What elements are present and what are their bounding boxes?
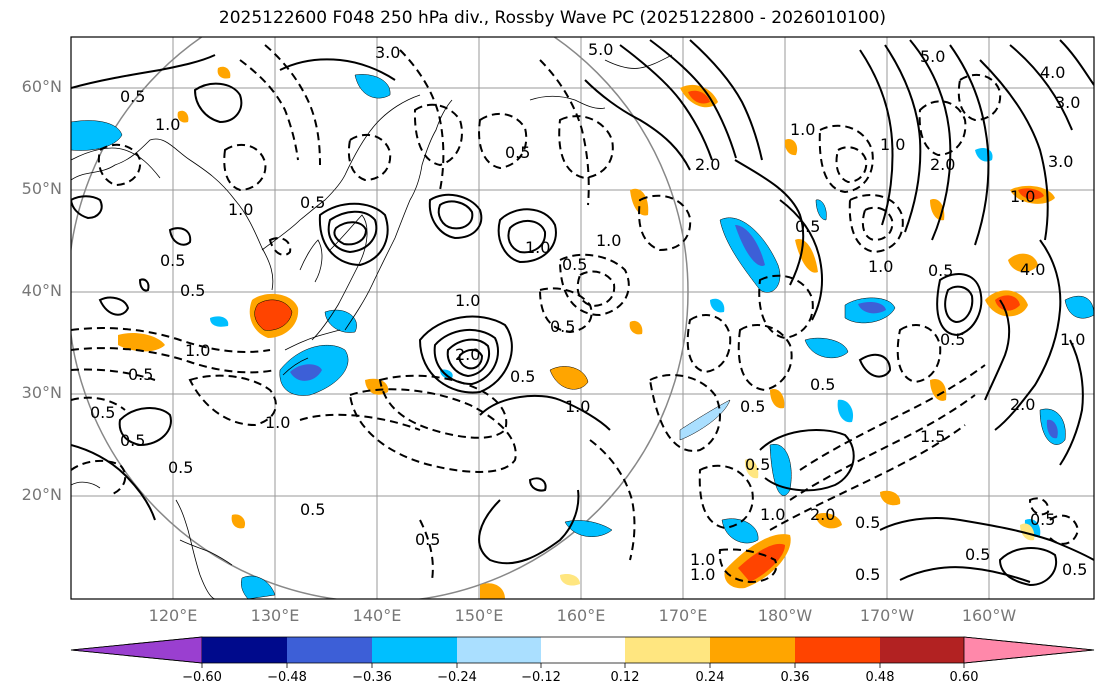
contour-label: 0.5	[505, 143, 530, 162]
lon-label: 120°E	[148, 606, 198, 625]
contour-label: 2.0	[455, 345, 480, 364]
contour-label: 0.5	[510, 367, 535, 386]
colorbar-tick: 0.12	[610, 670, 640, 685]
contour-label: 0.5	[415, 530, 440, 549]
contour-label: 1.0	[690, 565, 715, 584]
colorbar-tick: −0.36	[352, 670, 392, 685]
contour-label: 0.5	[795, 217, 820, 236]
colorbar-segment	[625, 637, 710, 663]
contour-label: 0.5	[90, 403, 115, 422]
colorbar-segment	[880, 637, 964, 663]
contour-label: 1.0	[565, 397, 590, 416]
contour-label: 0.5	[940, 330, 965, 349]
contour-label: 1.0	[185, 341, 210, 360]
lon-label: 180°W	[757, 606, 813, 625]
contour-label: 0.5	[300, 500, 325, 519]
contour-label: 1.0	[790, 120, 815, 139]
contour-label: 5.0	[588, 40, 613, 59]
positive-contours	[71, 39, 1094, 587]
contour-label: 0.5	[180, 281, 205, 300]
contour-label: 0.5	[965, 545, 990, 564]
colorbar	[70, 636, 1095, 668]
contour-label: 1.0	[690, 550, 715, 569]
contour-label: 1.0	[525, 238, 550, 257]
colorbar-tick: 0.60	[949, 670, 979, 685]
contour-label: 0.5	[160, 251, 185, 270]
colorbar-tick: 0.36	[780, 670, 810, 685]
lon-label: 130°E	[250, 606, 300, 625]
contour-label: 1.0	[596, 231, 621, 250]
map-title: 2025122600 F048 250 hPa div., Rossby Wav…	[218, 8, 887, 28]
contour-label: 1.0	[155, 115, 180, 134]
contour-label: 1.0	[868, 257, 893, 276]
contour-label: 0.5	[740, 397, 765, 416]
colorbar-tick: −0.48	[267, 670, 307, 685]
colorbar-tick: −0.12	[521, 670, 561, 685]
contour-label: 1.0	[265, 413, 290, 432]
lat-label: 60°N	[21, 77, 62, 96]
contour-label: 0.5	[1030, 510, 1055, 529]
contour-label: 4.0	[1040, 63, 1065, 82]
colorbar-segment	[372, 637, 457, 663]
lon-label: 170°W	[859, 606, 915, 625]
contour-label: 1.0	[880, 135, 905, 154]
contour-label: 2.0	[1010, 395, 1035, 414]
colorbar-segment	[457, 637, 541, 663]
contour-label: 0.5	[168, 458, 193, 477]
colorbar-segment	[963, 636, 1095, 664]
contour-label: 1.0	[1010, 187, 1035, 206]
colorbar-tick: 0.48	[865, 670, 895, 685]
contour-label: 3.0	[1055, 93, 1080, 112]
colorbar-tick: 0.24	[695, 670, 725, 685]
lat-label: 50°N	[21, 179, 62, 198]
colorbar-segment	[70, 636, 203, 664]
contour-label: 1.0	[455, 291, 480, 310]
lon-label: 140°E	[352, 606, 402, 625]
contour-label: 3.0	[1048, 152, 1073, 171]
contour-label: 0.5	[810, 375, 835, 394]
coastlines	[71, 54, 673, 599]
lat-label: 30°N	[21, 383, 62, 402]
contour-label: 0.5	[562, 255, 587, 274]
contour-label: 0.5	[855, 565, 880, 584]
colorbar-tick: −0.24	[437, 670, 477, 685]
contour-label: 0.5	[1062, 560, 1087, 579]
contour-label: 0.5	[855, 513, 880, 532]
contour-label: 2.0	[695, 155, 720, 174]
contour-labels: 3.0 5.0 0.5 1.0 0.5 1.0 0.5 1.0 0.5 1.0 …	[90, 40, 1087, 584]
negative-contours	[71, 44, 1080, 584]
contour-label: 4.0	[1020, 260, 1045, 279]
contour-label: 1.0	[1060, 330, 1085, 349]
colorbar-segment	[541, 637, 625, 663]
colorbar-segment	[710, 637, 795, 663]
contour-label: 0.5	[300, 193, 325, 212]
lat-label: 40°N	[21, 281, 62, 300]
contour-label: 3.0	[375, 43, 400, 62]
contour-label: 0.5	[128, 365, 153, 384]
contour-label: 0.5	[120, 431, 145, 450]
colorbar-segment	[287, 637, 372, 663]
contour-label: 2.0	[810, 505, 835, 524]
contour-label: 0.5	[745, 455, 770, 474]
reference-circle	[71, 37, 689, 599]
contour-label: 2.0	[930, 155, 955, 174]
colorbar-tick: −0.60	[182, 670, 222, 685]
lon-label: 150°E	[454, 606, 504, 625]
contour-label: 0.5	[928, 261, 953, 280]
contour-label: 0.5	[120, 87, 145, 106]
contour-label: 1.0	[228, 200, 253, 219]
colorbar-segment	[202, 637, 287, 663]
lon-label: 160°W	[961, 606, 1017, 625]
lat-label: 20°N	[21, 485, 62, 504]
contour-label: 5.0	[920, 47, 945, 66]
colorbar-segment	[795, 637, 880, 663]
lon-label: 170°E	[658, 606, 708, 625]
positive-divergence-shading	[118, 66, 1055, 599]
contour-label: 0.5	[550, 317, 575, 336]
lon-label: 160°E	[556, 606, 606, 625]
contour-label: 1.0	[760, 505, 785, 524]
contour-label: 1.5	[920, 427, 945, 446]
map-frame	[70, 36, 1095, 600]
